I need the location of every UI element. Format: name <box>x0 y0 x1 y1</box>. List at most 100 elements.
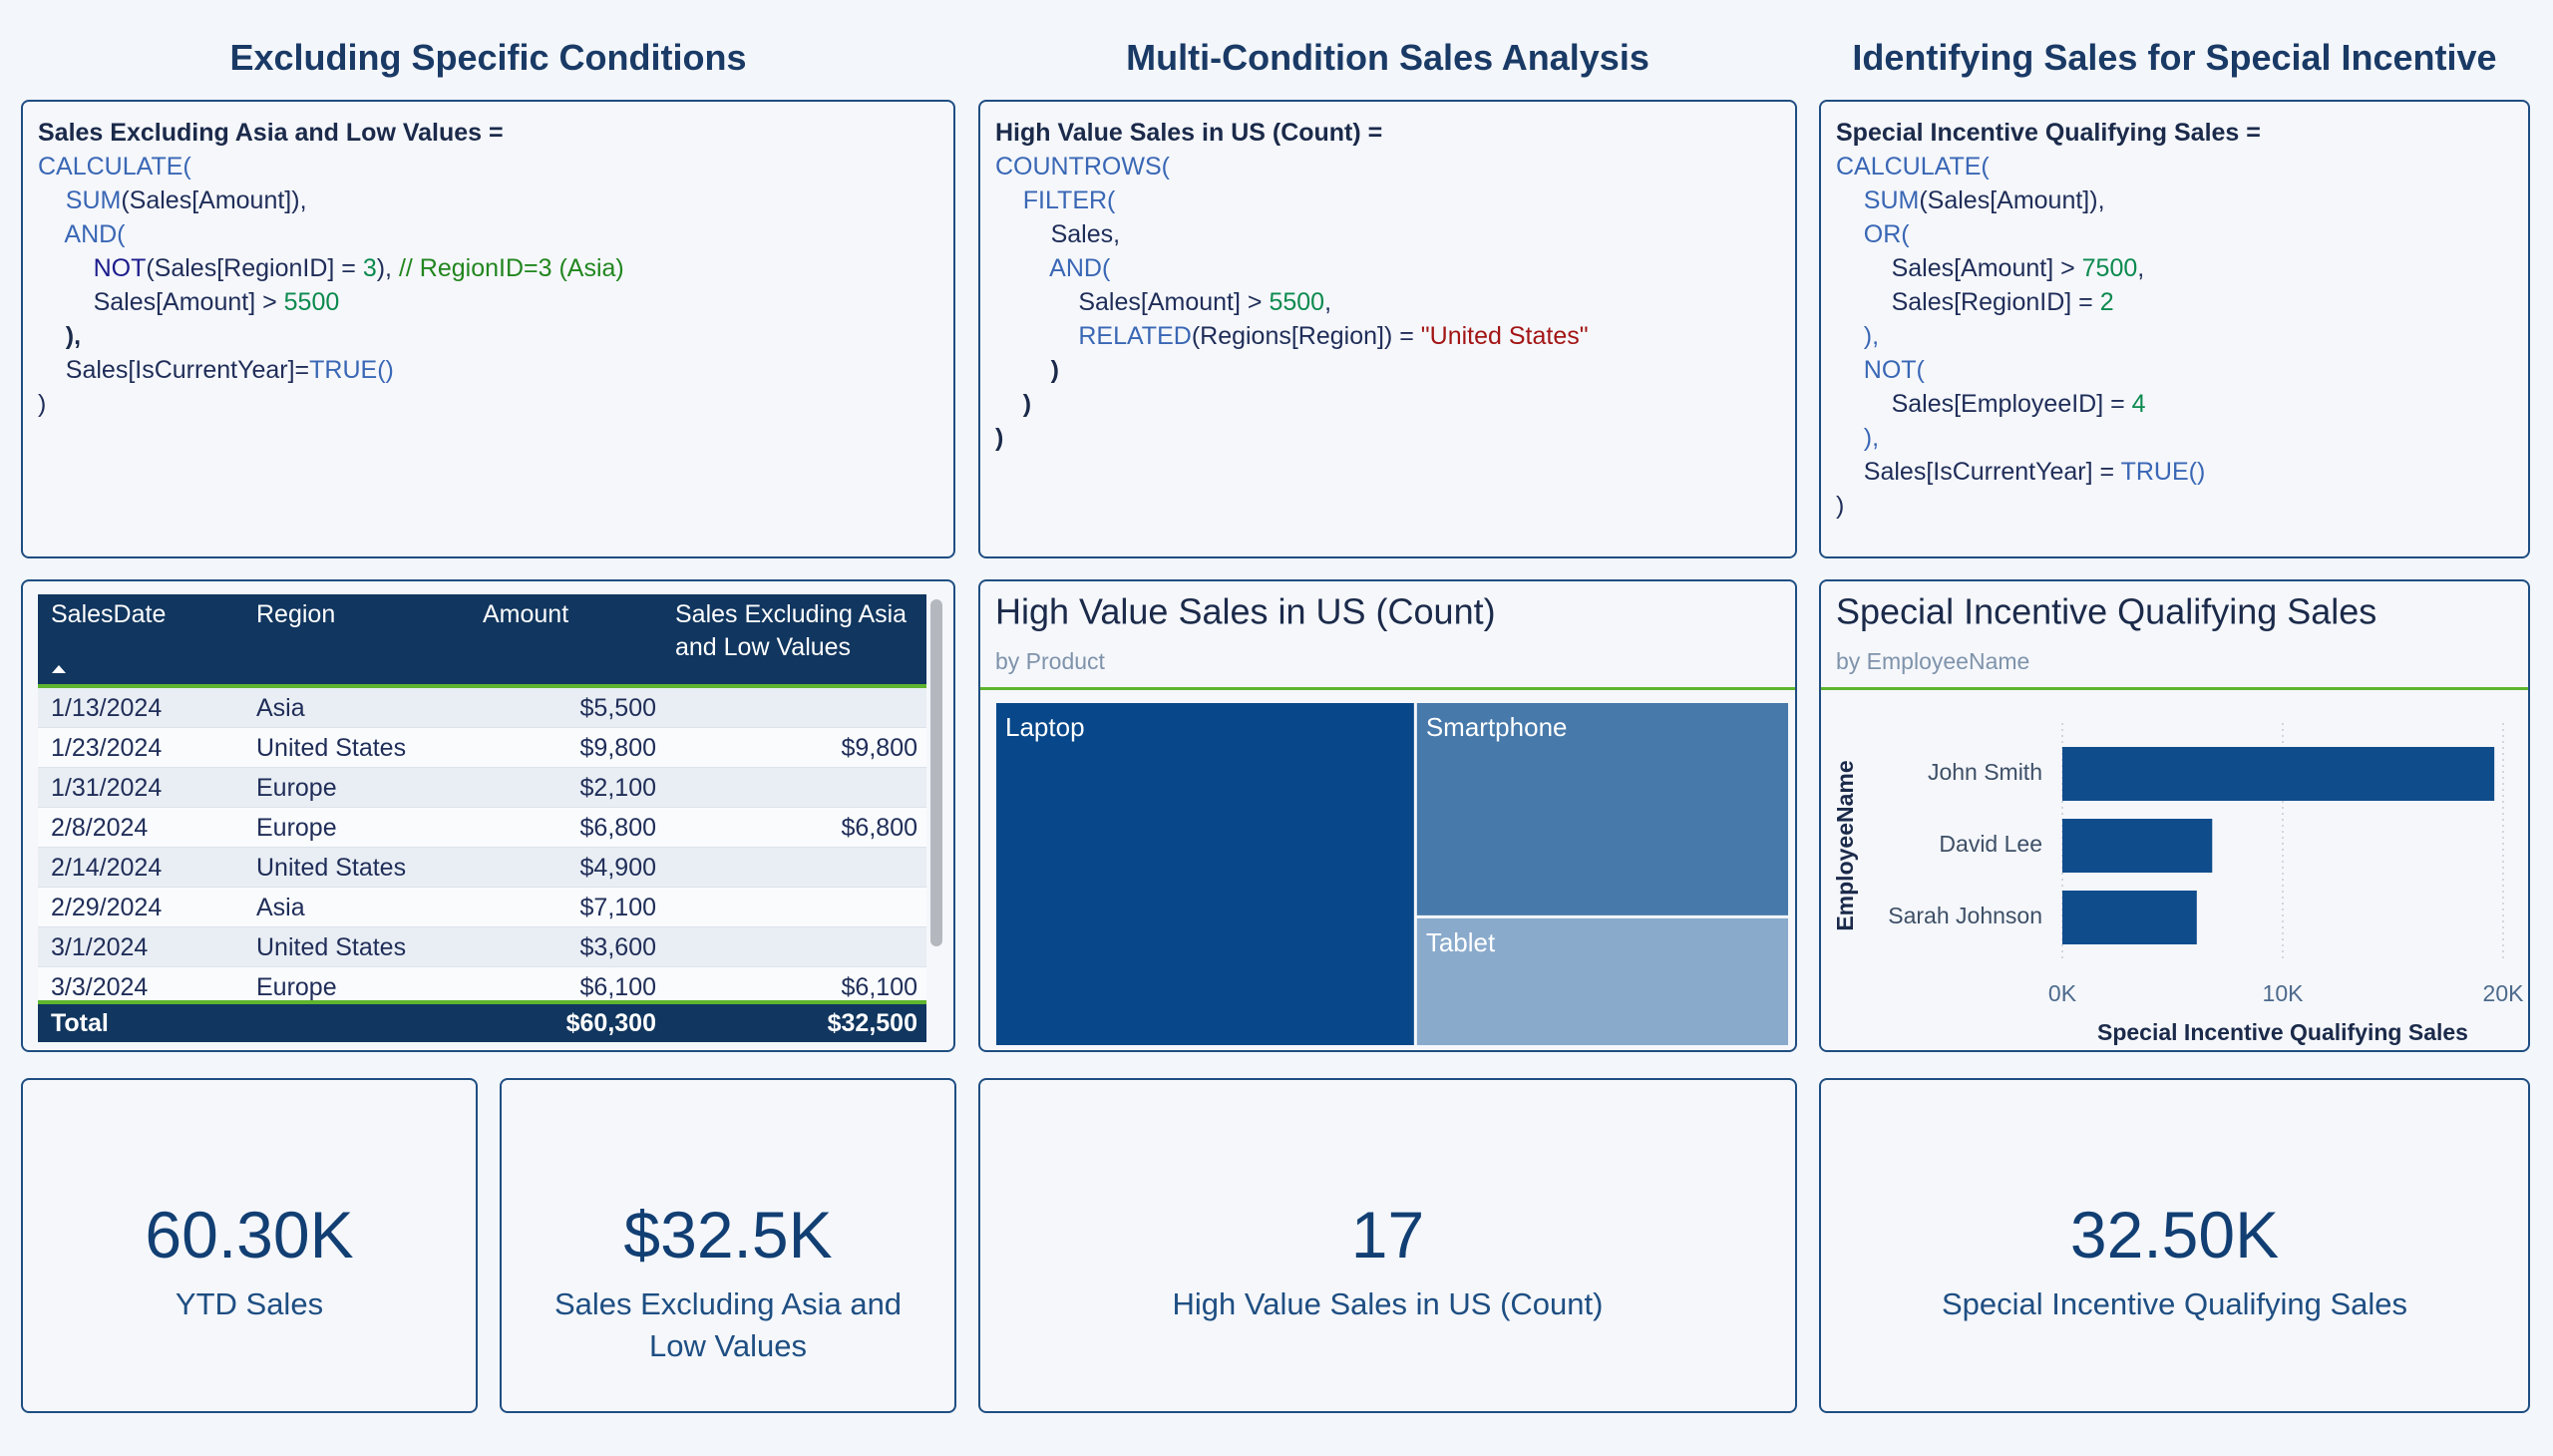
code-token: Sales Excluding Asia and Low Values = <box>38 119 504 147</box>
code-token: 7500 <box>2081 254 2138 282</box>
code-token: Special Incentive Qualifying Sales = <box>1836 119 2261 147</box>
code-line: High Value Sales in US (Count) = <box>995 116 1795 150</box>
title-rule <box>1821 687 2528 690</box>
section-title: Excluding Specific Conditions <box>229 37 747 78</box>
bar <box>2062 819 2213 873</box>
code-line: Sales, <box>995 217 1795 251</box>
bar-visual: Special Incentive Qualifying Sales by Emp… <box>1819 579 2530 1052</box>
code-line: NOT(Sales[RegionID] = 3), // RegionID=3 … <box>38 251 953 285</box>
code-line: ), <box>1836 319 2528 353</box>
table-cell: 3/3/2024 <box>51 973 149 1001</box>
code-token: Sales[EmployeeID] = <box>1836 390 2132 418</box>
code-token: 2 <box>2099 288 2114 316</box>
table-body: 1/13/2024 Asia $5,500 1/23/2024 United State… <box>38 688 926 1002</box>
table-cell: $6,100 <box>841 973 917 1001</box>
code-token: 5500 <box>1269 288 1325 316</box>
kpi-card: $32.5K Sales Excluding Asia and Low Value… <box>500 1078 956 1413</box>
table-cell: $6,800 <box>579 814 656 842</box>
card-label: High Value Sales in US (Count) <box>1172 1286 1604 1321</box>
card-value: 32.50K <box>2069 1198 2280 1272</box>
card-value: $32.5K <box>623 1198 833 1272</box>
card-label: YTD Sales <box>175 1286 324 1321</box>
column-header: Region <box>256 600 336 628</box>
sort-icon[interactable] <box>50 661 68 675</box>
treemap-tile <box>996 703 1414 1045</box>
table-cell: Europe <box>256 814 337 842</box>
table-cell: $6,100 <box>579 973 656 1001</box>
code-token: CALCULATE( <box>1836 153 1990 181</box>
table-cell: $3,600 <box>579 933 656 961</box>
code-token: Sales[IsCurrentYear]= <box>38 356 310 384</box>
x-tick-label: 20K <box>2483 980 2525 1006</box>
code-line: SUM(Sales[Amount]), <box>38 183 953 217</box>
table-row: 1/31/2024 Europe $2,100 <box>38 768 926 808</box>
code-line: COUNTROWS( <box>995 150 1795 183</box>
table-cell: $4,900 <box>579 854 656 882</box>
code-token: NOT( <box>1836 356 1925 384</box>
code-line: Sales[IsCurrentYear]=TRUE() <box>38 353 953 387</box>
y-tick-label: Sarah Johnson <box>1888 903 2042 928</box>
code-token: 3 <box>362 254 377 282</box>
code-token: ), <box>38 322 82 350</box>
title-rule <box>980 687 1795 690</box>
table-row: 3/3/2024 Europe $6,100 $6,100 <box>38 967 926 1002</box>
code-token: , <box>2137 254 2145 282</box>
table-cell: Europe <box>256 973 337 1001</box>
table-cell: Europe <box>256 774 337 802</box>
code-token: FILTER( <box>995 186 1116 214</box>
table-cell: United States <box>256 933 407 961</box>
table-cell: 2/29/2024 <box>51 894 163 921</box>
table-visual: 1/13/2024 Asia $5,500 1/23/2024 United State… <box>21 579 955 1052</box>
x-tick-label: 0K <box>2048 980 2077 1006</box>
code-token: "United States" <box>1420 322 1589 350</box>
code-token: // RegionID=3 (Asia) <box>398 254 624 282</box>
bar <box>2062 747 2495 801</box>
table-cell: 1/13/2024 <box>51 694 163 722</box>
code-token: ) <box>1836 492 1845 520</box>
y-tick-label: David Lee <box>1939 831 2042 857</box>
header-rule <box>38 684 926 688</box>
table-cell: $9,800 <box>841 734 917 762</box>
code-token: Sales[Amount] > <box>1836 254 2082 282</box>
table-cell: 1/31/2024 <box>51 774 163 802</box>
code-line: OR( <box>1836 217 2528 251</box>
code-token: (Sales[Amount]), <box>121 186 307 214</box>
table-cell: $5,500 <box>579 694 656 722</box>
code-line: Special Incentive Qualifying Sales = <box>1836 116 2528 150</box>
treemap-tile <box>1416 917 1788 1045</box>
total-cell: Total <box>51 1009 109 1037</box>
bar <box>2062 891 2197 944</box>
code-token: , <box>1324 288 1332 316</box>
code-line: CALCULATE( <box>1836 150 2528 183</box>
scrollbar[interactable] <box>930 599 942 946</box>
code-line: Sales[Amount] > 5500, <box>995 285 1795 319</box>
code-box: High Value Sales in US (Count) = COUNTROW… <box>978 100 1797 558</box>
kpi-card: 32.50K Special Incentive Qualifying Sales <box>1819 1078 2530 1413</box>
table-cell: $9,800 <box>579 734 656 762</box>
table-header <box>38 594 926 686</box>
chart-subtitle: by Product <box>995 648 1106 674</box>
kpi-card: 60.30K YTD Sales <box>21 1078 478 1413</box>
code-line: AND( <box>995 251 1795 285</box>
code-token: Sales[Amount] > <box>38 288 284 316</box>
code-line: Sales[Amount] > 7500, <box>1836 251 2528 285</box>
code-token: TRUE() <box>2120 458 2206 486</box>
code-box: Sales Excluding Asia and Low Values = CAL… <box>21 100 955 558</box>
code-token: (Sales[RegionID] = <box>146 254 363 282</box>
tile-label: Smartphone <box>1426 712 1568 742</box>
code-token: Sales[Amount] > <box>995 288 1270 316</box>
code-token: COUNTROWS( <box>995 153 1170 181</box>
tile-label: Tablet <box>1426 927 1496 957</box>
chart-title: High Value Sales in US (Count) <box>995 591 1496 632</box>
table-row: 1/13/2024 Asia $5,500 <box>38 688 926 728</box>
code-line: ), <box>1836 421 2528 455</box>
code-line: AND( <box>38 217 953 251</box>
code-token: Sales[RegionID] = <box>1836 288 2100 316</box>
y-axis-title: EmployeeName <box>1832 760 1858 930</box>
code-line: Sales[IsCurrentYear] = TRUE() <box>1836 455 2528 489</box>
code-line: Sales[EmployeeID] = 4 <box>1836 387 2528 421</box>
code-token: RELATED <box>995 322 1192 350</box>
kpi-card: 17 High Value Sales in US (Count) <box>978 1078 1797 1413</box>
code-token: Sales, <box>995 220 1121 248</box>
code-line: ) <box>995 387 1795 421</box>
